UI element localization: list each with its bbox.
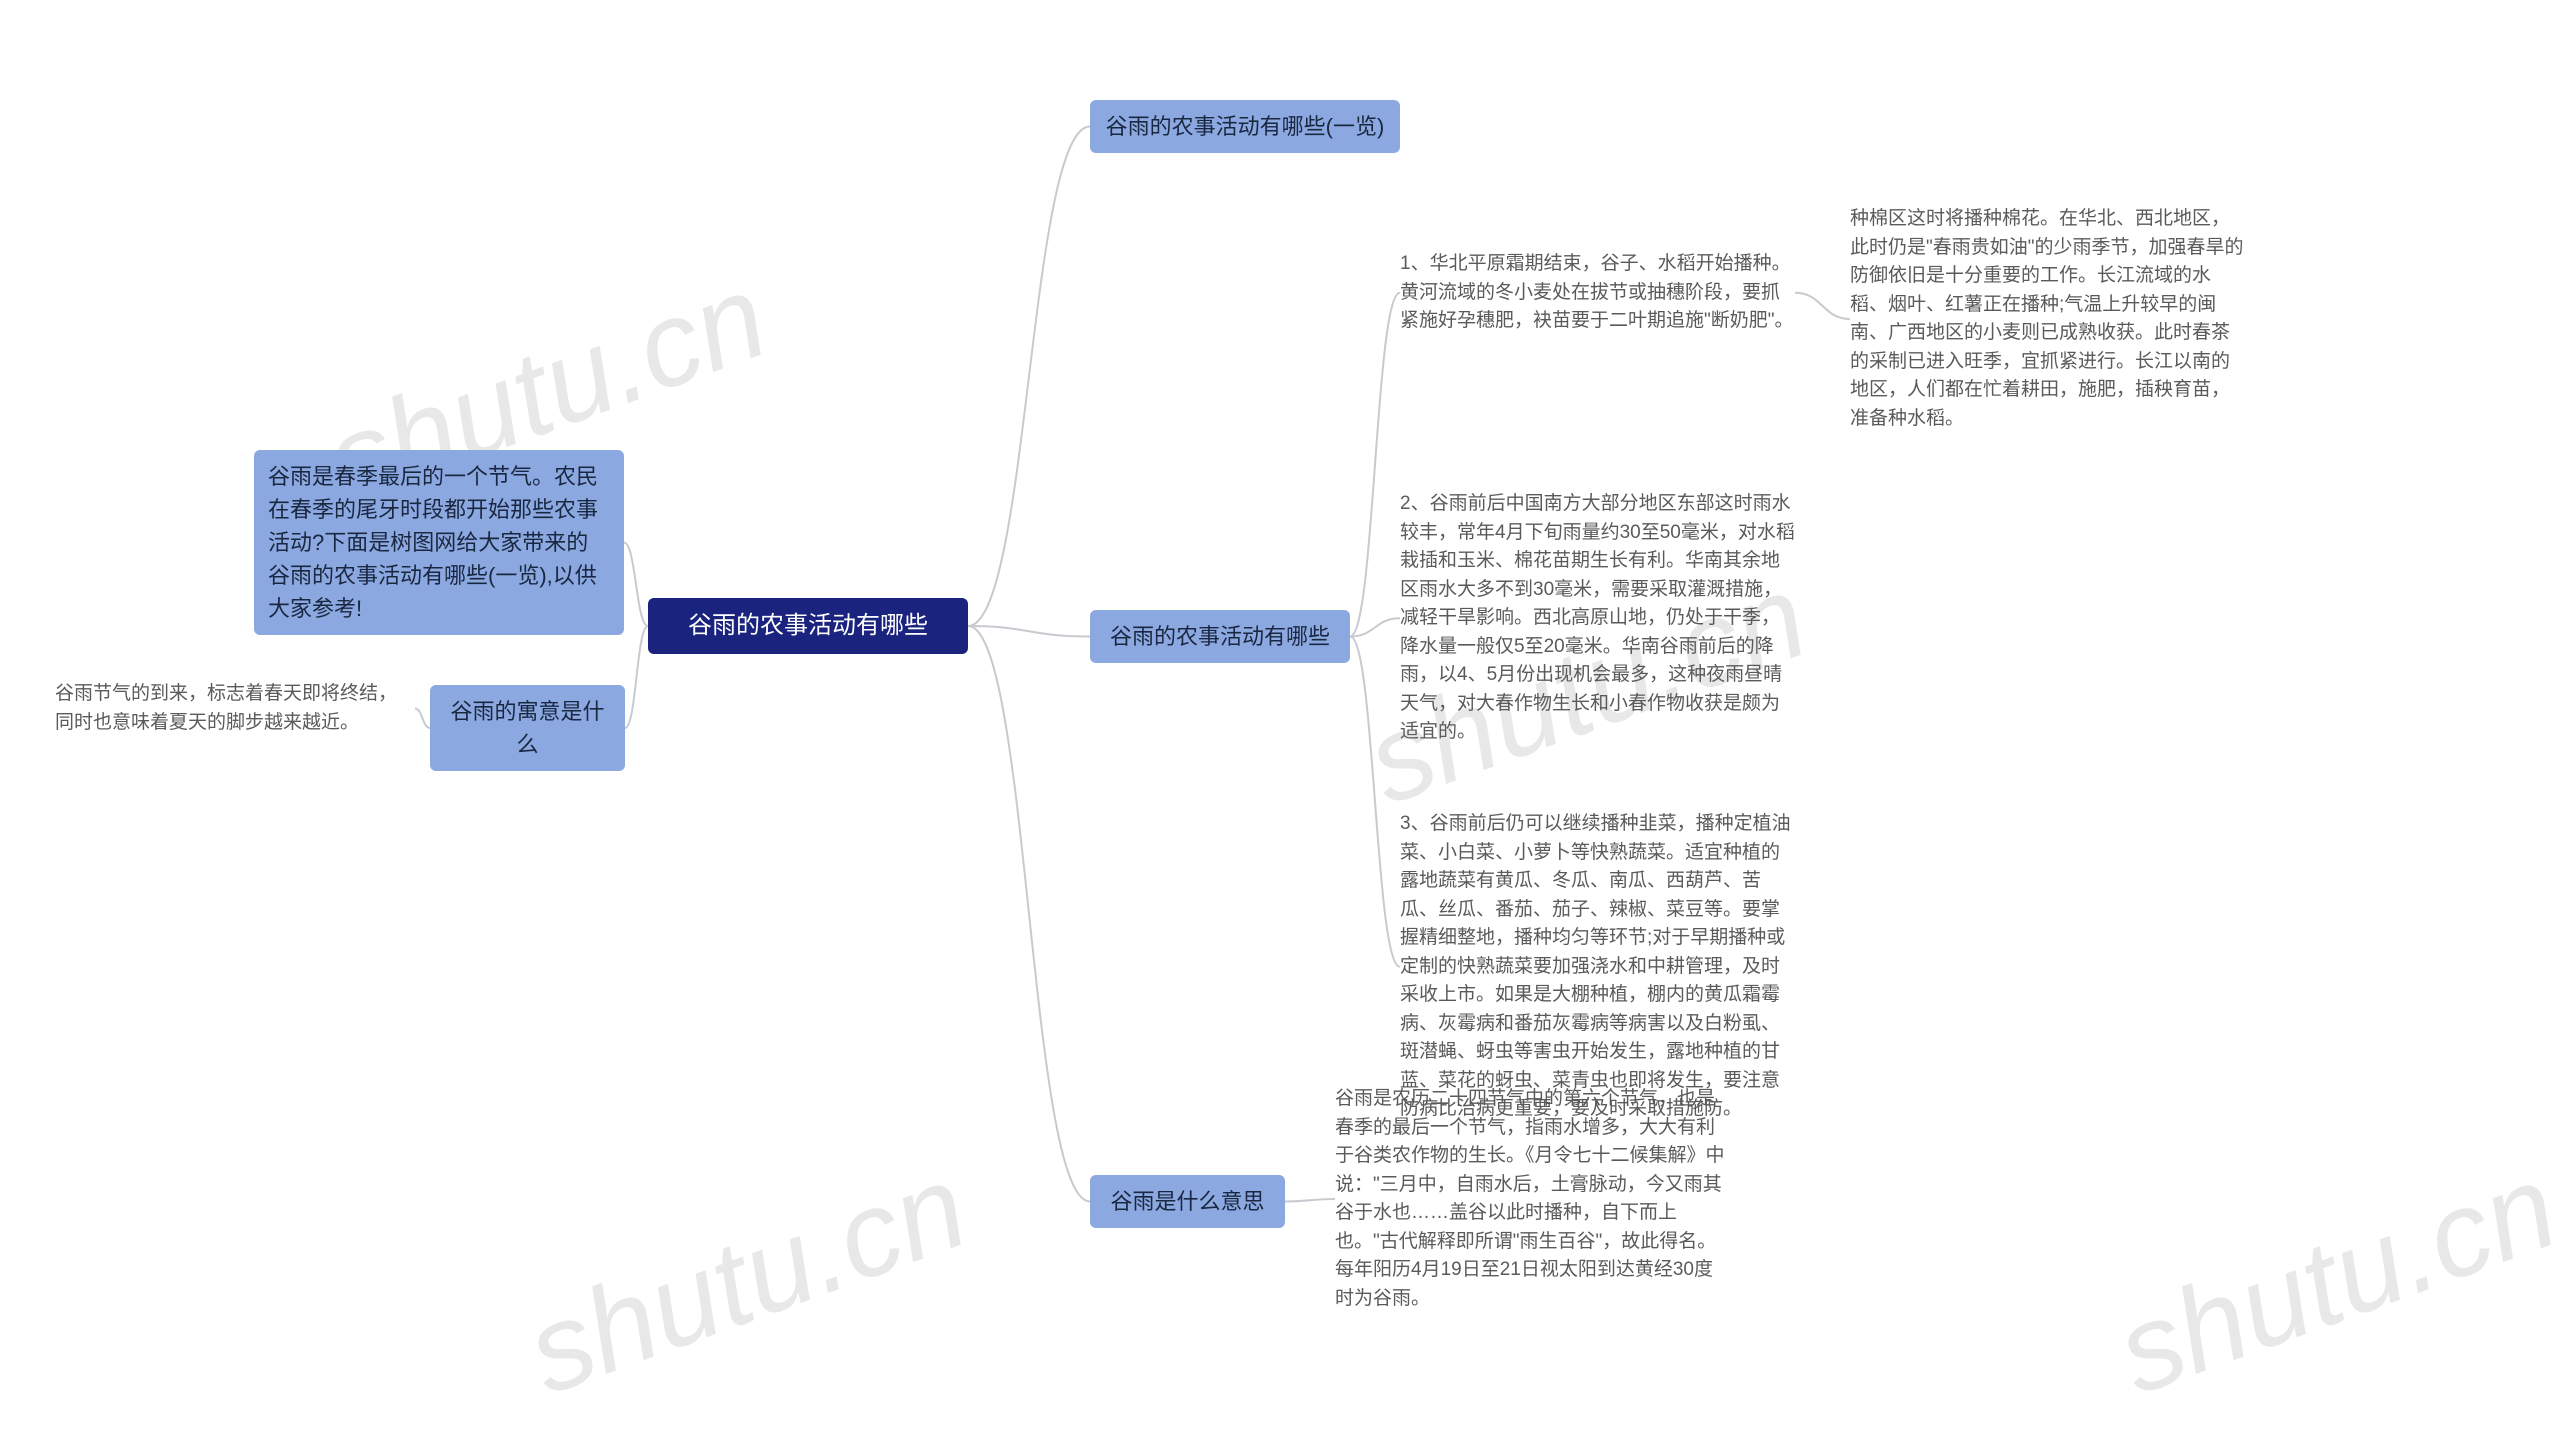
watermark: shutu.cn xyxy=(510,1137,983,1422)
activity-item-2-text: 2、谷雨前后中国南方大部分地区东部这时雨水较丰，常年4月下旬雨量约30至50毫米… xyxy=(1400,493,1795,742)
left-intro-node[interactable]: 谷雨是春季最后的一个节气。农民在春季的尾牙时段都开始那些农事活动?下面是树图网给… xyxy=(254,450,624,635)
activity-item-1-detail-text: 种棉区这时将播种棉花。在华北、西北地区，此时仍是"春雨贵如油"的少雨季节，加强春… xyxy=(1850,208,2244,429)
activity-item-3: 3、谷雨前后仍可以继续播种韭菜，播种定植油菜、小白菜、小萝卜等快熟蔬菜。适宜种植… xyxy=(1400,810,1795,1124)
right-what-node[interactable]: 谷雨是什么意思 xyxy=(1090,1175,1285,1228)
right-what-leaf: 谷雨是农历二十四节气中的第六个节气，也是春季的最后一个节气，指雨水增多，大大有利… xyxy=(1335,1085,1730,1313)
left-meaning-leaf: 谷雨节气的到来，标志着春天即将终结，同时也意味着夏天的脚步越来越近。 xyxy=(55,680,415,737)
right-what-leaf-text: 谷雨是农历二十四节气中的第六个节气，也是春季的最后一个节气，指雨水增多，大大有利… xyxy=(1335,1088,1725,1309)
activity-item-1: 1、华北平原霜期结束，谷子、水稻开始播种。黄河流域的冬小麦处在拔节或抽穗阶段，要… xyxy=(1400,250,1795,336)
right-overview-label: 谷雨的农事活动有哪些(一览) xyxy=(1106,114,1385,139)
activity-item-2: 2、谷雨前后中国南方大部分地区东部这时雨水较丰，常年4月下旬雨量约30至50毫米… xyxy=(1400,490,1795,747)
watermark: shutu.cn xyxy=(2100,1137,2560,1422)
activity-item-1-detail: 种棉区这时将播种棉花。在华北、西北地区，此时仍是"春雨贵如油"的少雨季节，加强春… xyxy=(1850,205,2245,433)
left-meaning-node[interactable]: 谷雨的寓意是什么 xyxy=(430,685,625,771)
right-what-label: 谷雨是什么意思 xyxy=(1110,1189,1264,1214)
left-meaning-label: 谷雨的寓意是什么 xyxy=(450,699,604,757)
right-activities-node[interactable]: 谷雨的农事活动有哪些 xyxy=(1090,610,1350,663)
root-node[interactable]: 谷雨的农事活动有哪些 xyxy=(648,598,968,654)
right-overview-node[interactable]: 谷雨的农事活动有哪些(一览) xyxy=(1090,100,1400,153)
activity-item-3-text: 3、谷雨前后仍可以继续播种韭菜，播种定植油菜、小白菜、小萝卜等快熟蔬菜。适宜种植… xyxy=(1400,813,1791,1119)
right-activities-label: 谷雨的农事活动有哪些 xyxy=(1110,624,1330,649)
left-meaning-leaf-text: 谷雨节气的到来，标志着春天即将终结，同时也意味着夏天的脚步越来越近。 xyxy=(55,683,397,733)
root-label: 谷雨的农事活动有哪些 xyxy=(688,612,928,639)
activity-item-1-text: 1、华北平原霜期结束，谷子、水稻开始播种。黄河流域的冬小麦处在拔节或抽穗阶段，要… xyxy=(1400,253,1794,331)
left-intro-text: 谷雨是春季最后的一个节气。农民在春季的尾牙时段都开始那些农事活动?下面是树图网给… xyxy=(268,464,598,621)
